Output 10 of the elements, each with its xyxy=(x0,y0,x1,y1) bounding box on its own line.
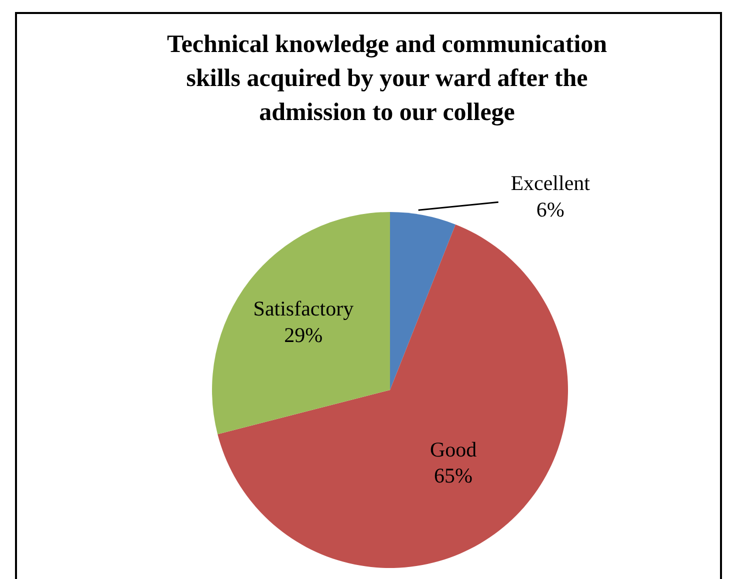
slice-label: Excellent xyxy=(510,171,590,196)
data-label: 6% xyxy=(536,197,564,222)
slice-label: Good xyxy=(430,437,478,462)
data-label: 29% xyxy=(284,322,323,347)
pie-slice xyxy=(212,212,390,434)
pie-slice xyxy=(390,212,456,390)
data-label: 65% xyxy=(434,464,473,488)
pie-slice xyxy=(218,224,568,568)
chart-title: Technical knowledge and communication skills acquired by your ward after the admission to our college xyxy=(166,30,608,128)
slice-label: Satisfactory xyxy=(253,296,354,321)
